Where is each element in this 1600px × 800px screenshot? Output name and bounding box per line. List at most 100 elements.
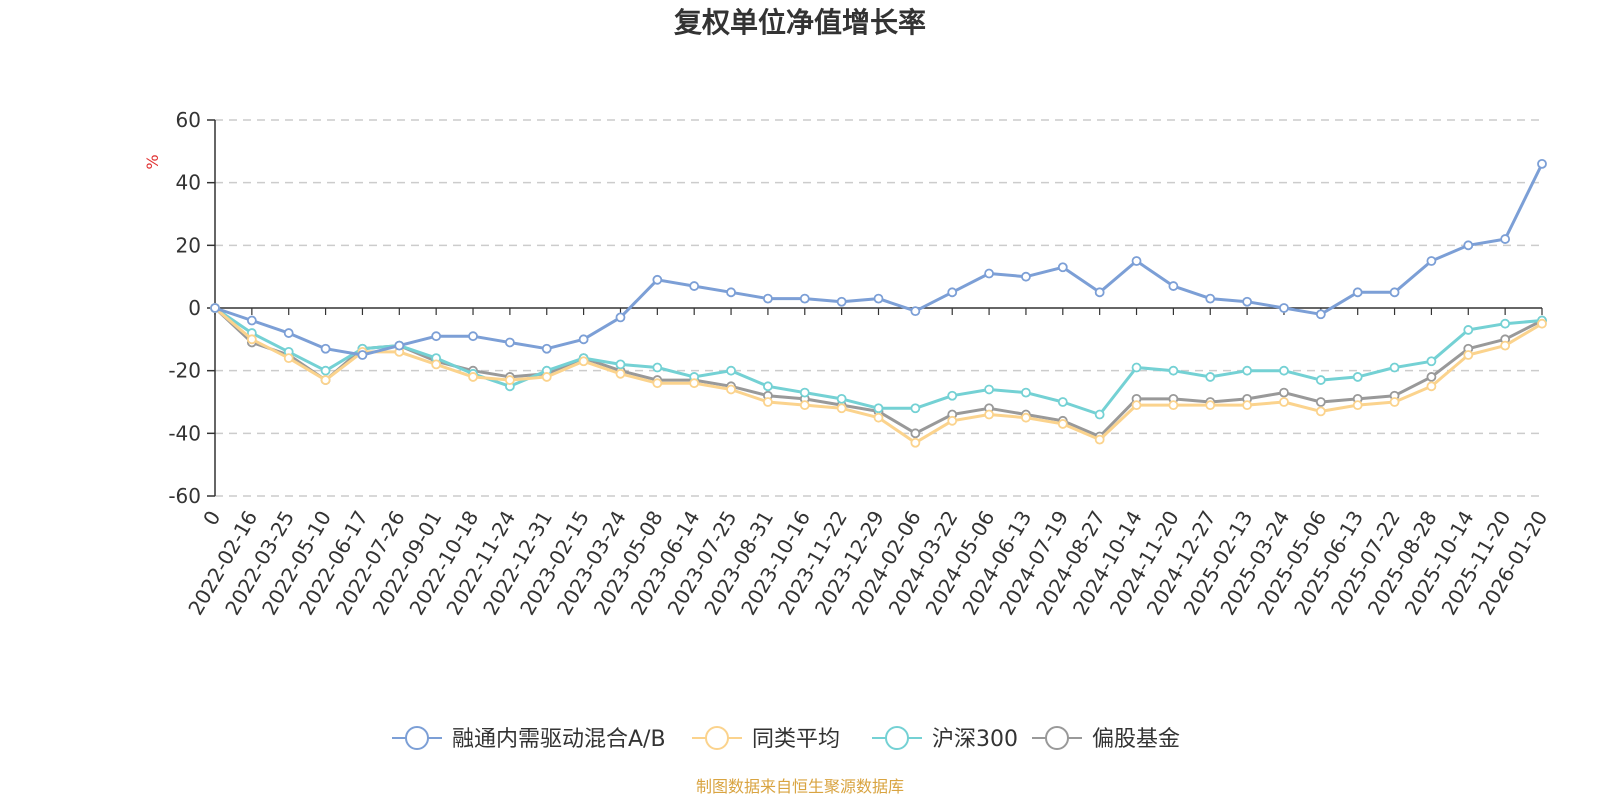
data-point — [947, 390, 958, 401]
data-point — [1315, 375, 1326, 385]
data-point — [1131, 400, 1142, 411]
series-group — [210, 303, 1547, 448]
data-point — [1315, 309, 1326, 320]
series-lines — [210, 158, 1547, 448]
data-point — [1463, 240, 1474, 251]
data-point — [1094, 409, 1105, 420]
data-point — [947, 415, 958, 426]
data-point — [910, 428, 921, 439]
data-point — [468, 372, 478, 382]
data-point — [726, 384, 736, 395]
data-point — [1279, 397, 1289, 407]
data-point — [873, 412, 884, 423]
data-point — [1057, 262, 1068, 273]
data-point — [578, 334, 589, 345]
legend-item[interactable]: 偏股基金 — [1032, 726, 1180, 752]
data-point — [1242, 400, 1253, 411]
data-point — [910, 437, 921, 448]
data-point — [615, 368, 626, 379]
y-tick-label: -60 — [168, 484, 201, 508]
legend-item[interactable]: 沪深300 — [872, 726, 1018, 752]
series-group — [210, 303, 1547, 420]
data-point — [320, 375, 331, 385]
legend-marker — [705, 726, 729, 750]
data-point — [504, 337, 515, 348]
series-line — [214, 306, 1543, 416]
legend-marker — [1045, 726, 1069, 750]
data-point — [1131, 362, 1142, 373]
data-point — [1389, 287, 1400, 298]
data-point — [689, 281, 700, 291]
data-point — [1463, 350, 1474, 360]
x-axis: 02022-02-162022-03-252022-05-102022-06-1… — [183, 307, 1552, 619]
data-point — [1021, 387, 1031, 398]
data-point — [1168, 400, 1179, 411]
y-axis-unit: % — [143, 154, 162, 169]
y-tick-label: -40 — [168, 421, 201, 445]
data-point — [799, 387, 810, 398]
data-point — [652, 378, 663, 389]
data-point — [1352, 400, 1363, 411]
data-point — [1426, 381, 1437, 392]
data-point — [1389, 362, 1400, 373]
legend[interactable]: 融通内需驱动混合A/B 同类平均 沪深300 偏股基金 — [392, 726, 1180, 752]
data-point — [1279, 303, 1289, 313]
data-point — [910, 403, 921, 414]
data-point — [726, 365, 736, 376]
data-point — [873, 293, 884, 304]
y-tick-label: 40 — [176, 171, 201, 195]
data-point — [726, 287, 736, 298]
legend-item[interactable]: 同类平均 — [692, 726, 840, 752]
data-point — [984, 409, 994, 420]
data-point — [1426, 372, 1437, 382]
y-axis: 60 40 20 0 -20 -40 -60 — [168, 108, 216, 508]
legend-item[interactable]: 融通内需驱动混合A/B — [392, 726, 666, 752]
data-point — [246, 315, 257, 326]
series-line — [214, 163, 1544, 357]
data-point — [1315, 397, 1326, 407]
data-point — [1279, 365, 1289, 376]
data-point — [1352, 372, 1363, 382]
data-point — [1500, 234, 1511, 244]
data-point — [1205, 293, 1216, 304]
legend-marker — [885, 726, 909, 750]
data-point — [1057, 419, 1068, 429]
legend-marker — [405, 726, 429, 750]
y-tick-label: -20 — [168, 359, 201, 383]
data-point — [283, 328, 294, 338]
data-point — [836, 393, 847, 404]
legend-label: 沪深300 — [932, 727, 1018, 752]
data-point — [1205, 372, 1216, 382]
data-point — [615, 312, 626, 323]
y-tick-label: 20 — [176, 233, 201, 257]
data-point — [615, 359, 626, 370]
y-tick-label: 0 — [188, 296, 201, 320]
data-point — [1242, 296, 1253, 307]
data-point — [763, 381, 773, 392]
data-point — [799, 400, 810, 411]
data-point — [1537, 318, 1547, 329]
data-point — [947, 287, 958, 298]
data-point — [1021, 412, 1031, 423]
data-point — [246, 334, 257, 345]
data-point — [873, 403, 884, 414]
data-point — [984, 384, 994, 395]
data-point — [1426, 356, 1437, 367]
data-point — [1352, 287, 1363, 298]
data-point — [431, 359, 442, 370]
data-point — [1057, 397, 1068, 407]
data-point — [431, 331, 442, 342]
y-tick-label: 60 — [176, 108, 201, 132]
data-point — [1021, 271, 1031, 282]
data-point — [652, 362, 663, 373]
data-point — [1279, 387, 1289, 398]
data-point — [1463, 325, 1474, 335]
legend-label: 偏股基金 — [1092, 727, 1180, 752]
data-point — [652, 274, 663, 285]
data-point — [836, 403, 847, 414]
data-point — [1168, 365, 1179, 376]
data-point — [210, 303, 220, 313]
data-point — [320, 343, 331, 354]
data-point — [320, 365, 331, 376]
